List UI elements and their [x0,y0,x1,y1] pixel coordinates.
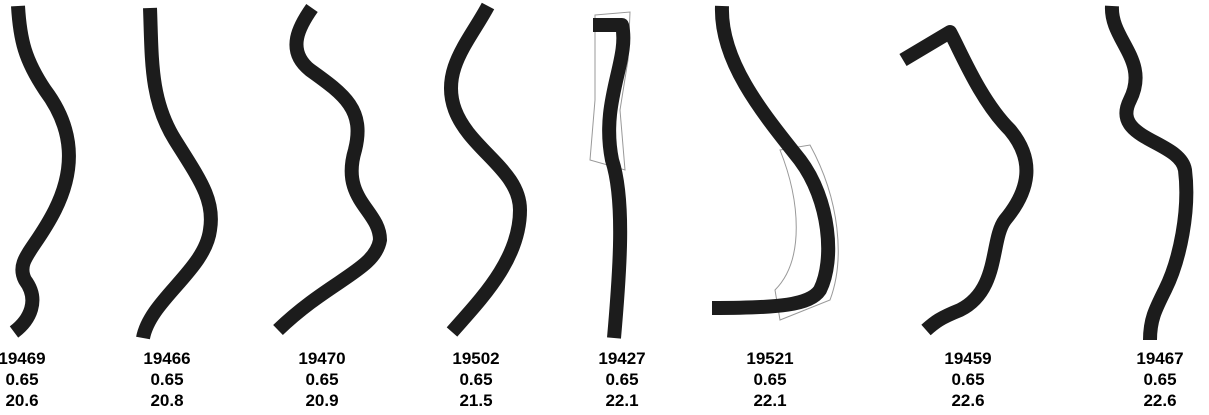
item-id: 19459 [944,349,992,368]
item-a: 0.65 [1143,370,1177,389]
item-id: 19470 [298,349,346,368]
item-b: 22.1 [753,391,787,410]
hose [273,3,387,336]
hose [443,2,527,337]
hose [9,5,76,338]
item-label: 19521 0.65 22.1 [710,348,830,411]
item-id: 19466 [143,349,191,368]
item-id: 19521 [746,349,794,368]
item-id: 19427 [598,349,646,368]
item-label: 19470 0.65 20.9 [262,348,382,411]
item-a: 0.65 [5,370,39,389]
hose [899,25,1034,336]
item-b: 22.6 [951,391,985,410]
item-b: 22.6 [1143,391,1177,410]
item-label: 19467 0.65 22.6 [1100,348,1209,411]
hose [1104,5,1194,341]
item-a: 0.65 [150,370,184,389]
item-label: 19469 0.65 20.6 [0,348,82,411]
item-a: 0.65 [459,370,493,389]
hose [593,18,631,339]
item-id: 19469 [0,349,46,368]
item-label: 19427 0.65 22.1 [562,348,682,411]
item-id: 19467 [1136,349,1184,368]
item-b: 20.8 [150,391,184,410]
item-label: 19459 0.65 22.6 [908,348,1028,411]
item-a: 0.65 [605,370,639,389]
hose [136,7,218,340]
hose-hatch [774,144,839,321]
item-a: 0.65 [305,370,339,389]
item-b: 20.6 [5,391,39,410]
item-a: 0.65 [951,370,985,389]
item-b: 21.5 [459,391,493,410]
item-label: 19502 0.65 21.5 [416,348,536,411]
item-b: 22.1 [605,391,639,410]
item-a: 0.65 [753,370,787,389]
item-id: 19502 [452,349,500,368]
item-b: 20.9 [305,391,339,410]
item-label: 19466 0.65 20.8 [107,348,227,411]
hose [711,5,836,315]
hose-hatch [589,11,631,171]
